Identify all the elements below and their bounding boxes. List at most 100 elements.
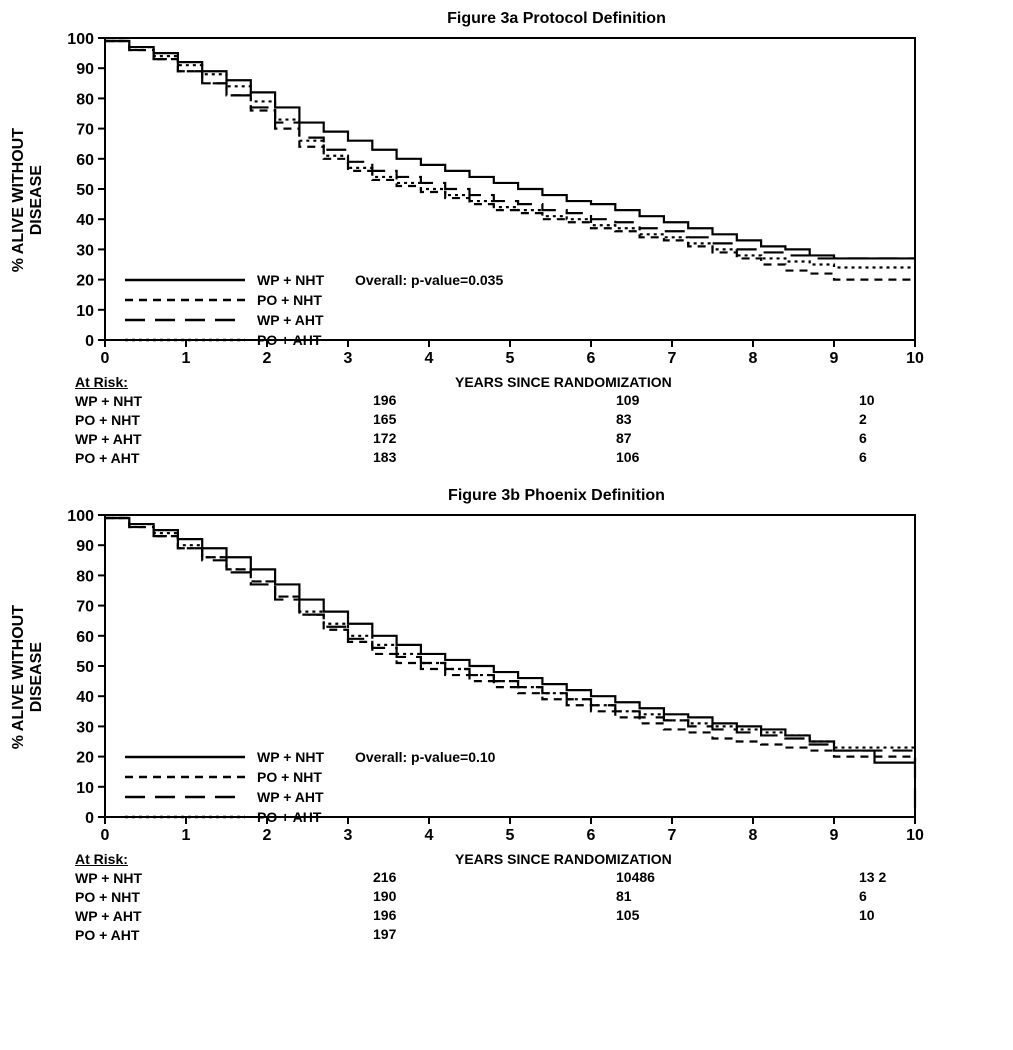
at-risk-value: 6 (859, 430, 867, 446)
svg-text:10: 10 (76, 780, 94, 797)
at-risk-value: 196 (373, 907, 396, 923)
svg-text:0: 0 (85, 333, 94, 350)
at-risk-value: 183 (373, 449, 396, 465)
at-risk-value: 196 (373, 392, 396, 408)
at-risk-header: At Risk: (75, 851, 175, 867)
svg-text:4: 4 (425, 827, 434, 844)
svg-text:6: 6 (587, 350, 596, 367)
at-risk-row: PO + AHT197 (75, 925, 1003, 944)
x-axis-label: YEARS SINCE RANDOMIZATION (455, 851, 672, 867)
svg-text:60: 60 (76, 629, 94, 646)
chart-title-a: Figure 3a Protocol Definition (110, 10, 1003, 28)
svg-text:2: 2 (263, 350, 272, 367)
svg-text:6: 6 (587, 827, 596, 844)
at-risk-value: 10 (859, 907, 875, 923)
at-risk-value: 190 (373, 888, 396, 904)
at-risk-row: WP + NHT 196 109 10 (75, 391, 1003, 410)
svg-text:Overall: p-value=0.10: Overall: p-value=0.10 (355, 749, 496, 765)
svg-text:WP + NHT: WP + NHT (257, 749, 324, 765)
svg-text:1: 1 (182, 350, 191, 367)
at-risk-value: 81 (616, 888, 632, 904)
svg-text:80: 80 (76, 91, 94, 108)
svg-text:40: 40 (76, 689, 94, 706)
svg-text:1: 1 (182, 827, 191, 844)
at-risk-value: 6 (859, 449, 867, 465)
survival-chart-b: 0102030405060708090100012345678910WP + N… (50, 507, 930, 847)
svg-text:60: 60 (76, 152, 94, 169)
svg-text:80: 80 (76, 568, 94, 585)
x-axis-label: YEARS SINCE RANDOMIZATION (455, 374, 672, 390)
svg-text:4: 4 (425, 350, 434, 367)
svg-text:0: 0 (85, 810, 94, 827)
svg-text:100: 100 (67, 508, 94, 525)
svg-text:8: 8 (749, 827, 758, 844)
svg-text:50: 50 (76, 182, 94, 199)
at-risk-row-label: WP + AHT (75, 908, 175, 924)
svg-text:20: 20 (76, 750, 94, 767)
at-risk-header: At Risk: (75, 374, 175, 390)
svg-text:2: 2 (263, 827, 272, 844)
svg-text:100: 100 (67, 31, 94, 48)
figure-3b: Figure 3b Phoenix Definition % ALIVE WIT… (10, 487, 1003, 944)
survival-chart-a: 0102030405060708090100012345678910WP + N… (50, 30, 930, 370)
svg-text:WP + AHT: WP + AHT (257, 789, 324, 805)
at-risk-row-label: PO + NHT (75, 412, 175, 428)
svg-text:8: 8 (749, 350, 758, 367)
at-risk-row-label: PO + NHT (75, 889, 175, 905)
svg-text:PO + AHT: PO + AHT (257, 332, 322, 348)
y-axis-label-a: % ALIVE WITHOUT DISEASE (10, 128, 46, 272)
svg-text:30: 30 (76, 242, 94, 259)
at-risk-row-label: WP + NHT (75, 393, 175, 409)
svg-text:WP + AHT: WP + AHT (257, 312, 324, 328)
at-risk-table-a: At Risk:YEARS SINCE RANDOMIZATIONWP + NH… (75, 372, 1003, 467)
at-risk-value: 216 (373, 869, 396, 885)
svg-text:9: 9 (830, 350, 839, 367)
at-risk-row: WP + NHT2161048613 2 (75, 868, 1003, 887)
svg-text:9: 9 (830, 827, 839, 844)
svg-text:3: 3 (344, 350, 353, 367)
at-risk-value: 10 (859, 392, 875, 408)
at-risk-value: 165 (373, 411, 396, 427)
at-risk-value: 83 (616, 411, 632, 427)
svg-text:10: 10 (906, 350, 924, 367)
svg-text:50: 50 (76, 659, 94, 676)
chart-title-b: Figure 3b Phoenix Definition (110, 487, 1003, 505)
at-risk-row: WP + AHT 196 105 10 (75, 906, 1003, 925)
at-risk-value: 105 (616, 907, 639, 923)
svg-text:10: 10 (906, 827, 924, 844)
at-risk-value: 87 (616, 430, 632, 446)
svg-text:5: 5 (506, 350, 515, 367)
at-risk-row: WP + AHT 172 87 6 (75, 429, 1003, 448)
svg-text:PO + AHT: PO + AHT (257, 809, 322, 825)
svg-text:20: 20 (76, 273, 94, 290)
at-risk-row: PO + NHT 190 81 6 (75, 887, 1003, 906)
at-risk-row: PO + NHT 165 83 2 (75, 410, 1003, 429)
svg-text:40: 40 (76, 212, 94, 229)
svg-text:90: 90 (76, 538, 94, 555)
at-risk-table-b: At Risk: YEARS SINCE RANDOMIZATION WP + NH… (75, 849, 1003, 944)
at-risk-value: 109 (616, 392, 639, 408)
svg-text:3: 3 (344, 827, 353, 844)
svg-text:0: 0 (101, 827, 110, 844)
at-risk-value: 10486 (616, 869, 655, 885)
svg-text:PO + NHT: PO + NHT (257, 292, 322, 308)
at-risk-row-label: WP + AHT (75, 431, 175, 447)
svg-text:70: 70 (76, 599, 94, 616)
y-axis-label-b: % ALIVE WITHOUT DISEASE (10, 605, 46, 749)
at-risk-value: 6 (859, 888, 867, 904)
svg-text:0: 0 (101, 350, 110, 367)
svg-text:7: 7 (668, 827, 677, 844)
at-risk-value: 106 (616, 449, 639, 465)
figure-3a: Figure 3a Protocol Definition % ALIVE WI… (10, 10, 1003, 467)
at-risk-row-label: PO + AHT (75, 927, 175, 943)
svg-text:PO + NHT: PO + NHT (257, 769, 322, 785)
at-risk-row: PO + AHT 183 106 6 (75, 448, 1003, 467)
svg-text:5: 5 (506, 827, 515, 844)
svg-text:10: 10 (76, 303, 94, 320)
at-risk-row-label: PO + AHT (75, 450, 175, 466)
svg-text:7: 7 (668, 350, 677, 367)
at-risk-value: 2 (859, 411, 867, 427)
at-risk-row-label: WP + NHT (75, 870, 175, 886)
at-risk-value: 172 (373, 430, 396, 446)
svg-text:70: 70 (76, 122, 94, 139)
